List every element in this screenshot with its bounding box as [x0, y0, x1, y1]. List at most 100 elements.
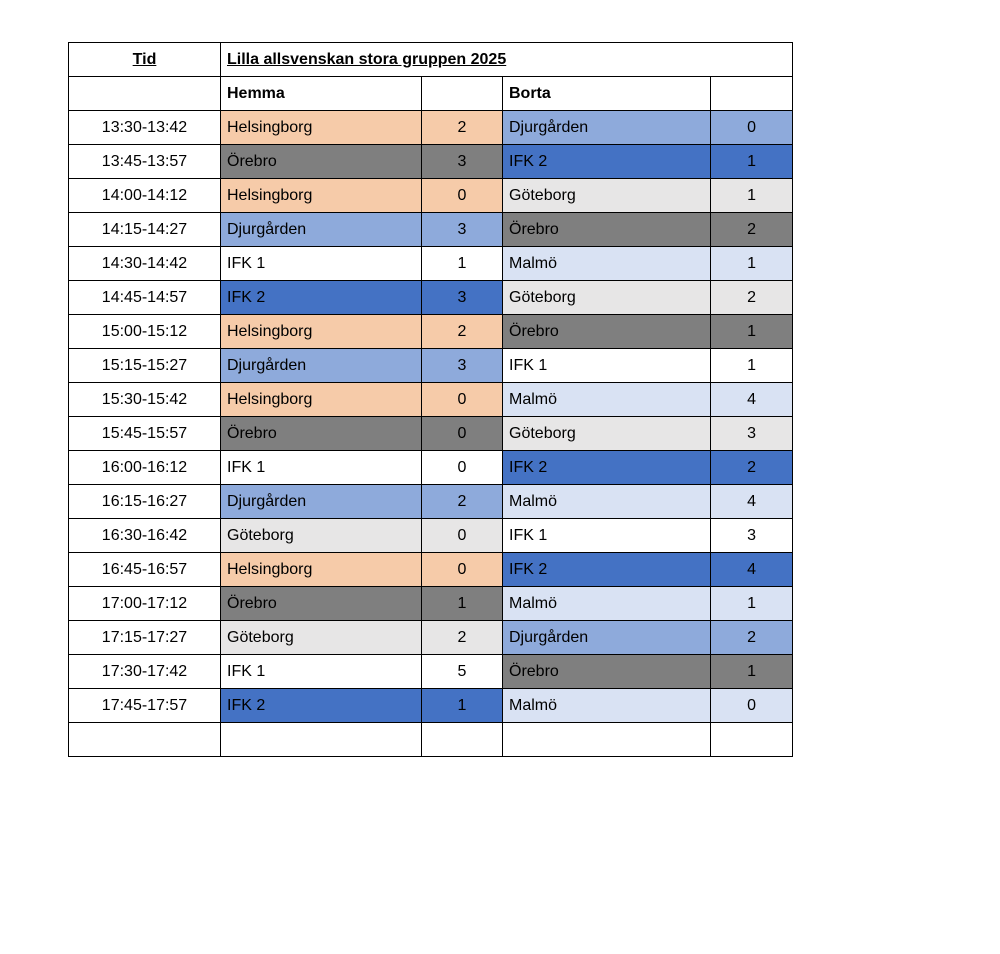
match-row: 17:00-17:12 Örebro 1 Malmö 1	[68, 586, 794, 621]
match-row: 17:45-17:57 IFK 2 1 Malmö 0	[68, 688, 794, 723]
away-score-header-cell	[709, 76, 794, 111]
home-score-cell: 1	[421, 246, 503, 281]
column-header-row: Hemma Borta	[68, 76, 794, 111]
home-team-cell: IFK 1	[220, 450, 422, 485]
time-cell: 13:45-13:57	[68, 144, 221, 179]
away-team-cell: Örebro	[502, 212, 711, 247]
home-score-header-cell	[421, 76, 503, 111]
away-team-cell	[502, 722, 711, 757]
match-row: 13:30-13:42 Helsingborg 2 Djurgården 0	[68, 110, 794, 145]
away-score-cell: 1	[709, 246, 794, 281]
away-team-cell: Malmö	[502, 484, 711, 519]
away-score-cell: 4	[709, 484, 794, 519]
home-team-cell: IFK 1	[220, 654, 422, 689]
time-cell: 15:45-15:57	[68, 416, 221, 451]
home-team-cell: Djurgården	[220, 484, 422, 519]
away-team-cell: Göteborg	[502, 416, 711, 451]
away-team-cell: Malmö	[502, 246, 711, 281]
home-score-cell: 1	[421, 688, 503, 723]
match-row: 14:30-14:42 IFK 1 1 Malmö 1	[68, 246, 794, 281]
home-team-cell: Helsingborg	[220, 314, 422, 349]
away-column-header: Borta	[502, 76, 711, 111]
table-title-cell: Lilla allsvenskan stora gruppen 2025	[219, 42, 794, 77]
away-team-cell: Malmö	[502, 688, 711, 723]
home-score-cell: 5	[421, 654, 503, 689]
home-team-cell: Örebro	[220, 144, 422, 179]
time-cell: 15:30-15:42	[68, 382, 221, 417]
away-score-cell: 1	[709, 314, 794, 349]
home-score-cell: 1	[421, 586, 503, 621]
away-team-cell: Örebro	[502, 314, 711, 349]
away-score-cell: 1	[709, 144, 794, 179]
home-team-cell	[220, 722, 422, 757]
match-row: 15:30-15:42 Helsingborg 0 Malmö 4	[68, 382, 794, 417]
home-team-cell: Djurgården	[220, 212, 422, 247]
time-cell: 16:30-16:42	[68, 518, 221, 553]
home-score-cell: 0	[421, 552, 503, 587]
home-team-cell: Helsingborg	[220, 178, 422, 213]
home-team-cell: Helsingborg	[220, 552, 422, 587]
match-row: 15:00-15:12 Helsingborg 2 Örebro 1	[68, 314, 794, 349]
home-score-cell: 2	[421, 484, 503, 519]
home-team-cell: Göteborg	[220, 620, 422, 655]
home-score-cell: 2	[421, 314, 503, 349]
schedule-table: Tid Lilla allsvenskan stora gruppen 2025…	[68, 42, 794, 757]
away-team-cell: Örebro	[502, 654, 711, 689]
home-team-cell: Örebro	[220, 416, 422, 451]
home-score-cell: 0	[421, 416, 503, 451]
away-score-cell: 1	[709, 654, 794, 689]
home-score-cell: 2	[421, 110, 503, 145]
home-team-cell: IFK 2	[220, 280, 422, 315]
time-cell: 16:15-16:27	[68, 484, 221, 519]
away-score-cell: 4	[709, 552, 794, 587]
home-score-cell: 0	[421, 450, 503, 485]
away-team-cell: IFK 2	[502, 144, 711, 179]
away-team-cell: Malmö	[502, 382, 711, 417]
home-score-cell	[421, 722, 503, 757]
home-team-cell: Helsingborg	[220, 110, 422, 145]
match-row: 17:30-17:42 IFK 1 5 Örebro 1	[68, 654, 794, 689]
home-team-cell: IFK 2	[220, 688, 422, 723]
away-score-cell: 2	[709, 280, 794, 315]
away-team-cell: IFK 2	[502, 450, 711, 485]
home-score-cell: 2	[421, 620, 503, 655]
away-score-cell: 2	[709, 620, 794, 655]
time-cell: 15:00-15:12	[68, 314, 221, 349]
away-score-cell: 1	[709, 178, 794, 213]
time-cell: 14:15-14:27	[68, 212, 221, 247]
away-team-cell: Göteborg	[502, 178, 711, 213]
match-row	[68, 722, 794, 757]
home-score-cell: 0	[421, 178, 503, 213]
away-score-cell: 2	[709, 212, 794, 247]
away-score-cell: 1	[709, 586, 794, 621]
page-title: Lilla allsvenskan stora gruppen 2025	[227, 50, 507, 68]
away-score-cell: 0	[709, 110, 794, 145]
away-score-cell: 3	[709, 416, 794, 451]
home-team-cell: Djurgården	[220, 348, 422, 383]
time-cell: 14:00-14:12	[68, 178, 221, 213]
home-score-cell: 3	[421, 144, 503, 179]
away-team-cell: Djurgården	[502, 620, 711, 655]
away-team-cell: Djurgården	[502, 110, 711, 145]
time-cell: 17:45-17:57	[68, 688, 221, 723]
away-score-cell: 4	[709, 382, 794, 417]
time-cell: 16:00-16:12	[68, 450, 221, 485]
home-score-cell: 3	[421, 348, 503, 383]
away-team-cell: Malmö	[502, 586, 711, 621]
match-row: 16:15-16:27 Djurgården 2 Malmö 4	[68, 484, 794, 519]
time-cell: 14:30-14:42	[68, 246, 221, 281]
blank-header-cell	[68, 76, 221, 111]
home-score-cell: 0	[421, 518, 503, 553]
home-score-cell: 3	[421, 280, 503, 315]
away-team-cell: Göteborg	[502, 280, 711, 315]
time-cell: 15:15-15:27	[68, 348, 221, 383]
home-score-cell: 3	[421, 212, 503, 247]
time-cell: 13:30-13:42	[68, 110, 221, 145]
time-cell: 17:30-17:42	[68, 654, 221, 689]
time-column-header: Tid	[68, 42, 221, 77]
away-team-cell: IFK 1	[502, 348, 711, 383]
